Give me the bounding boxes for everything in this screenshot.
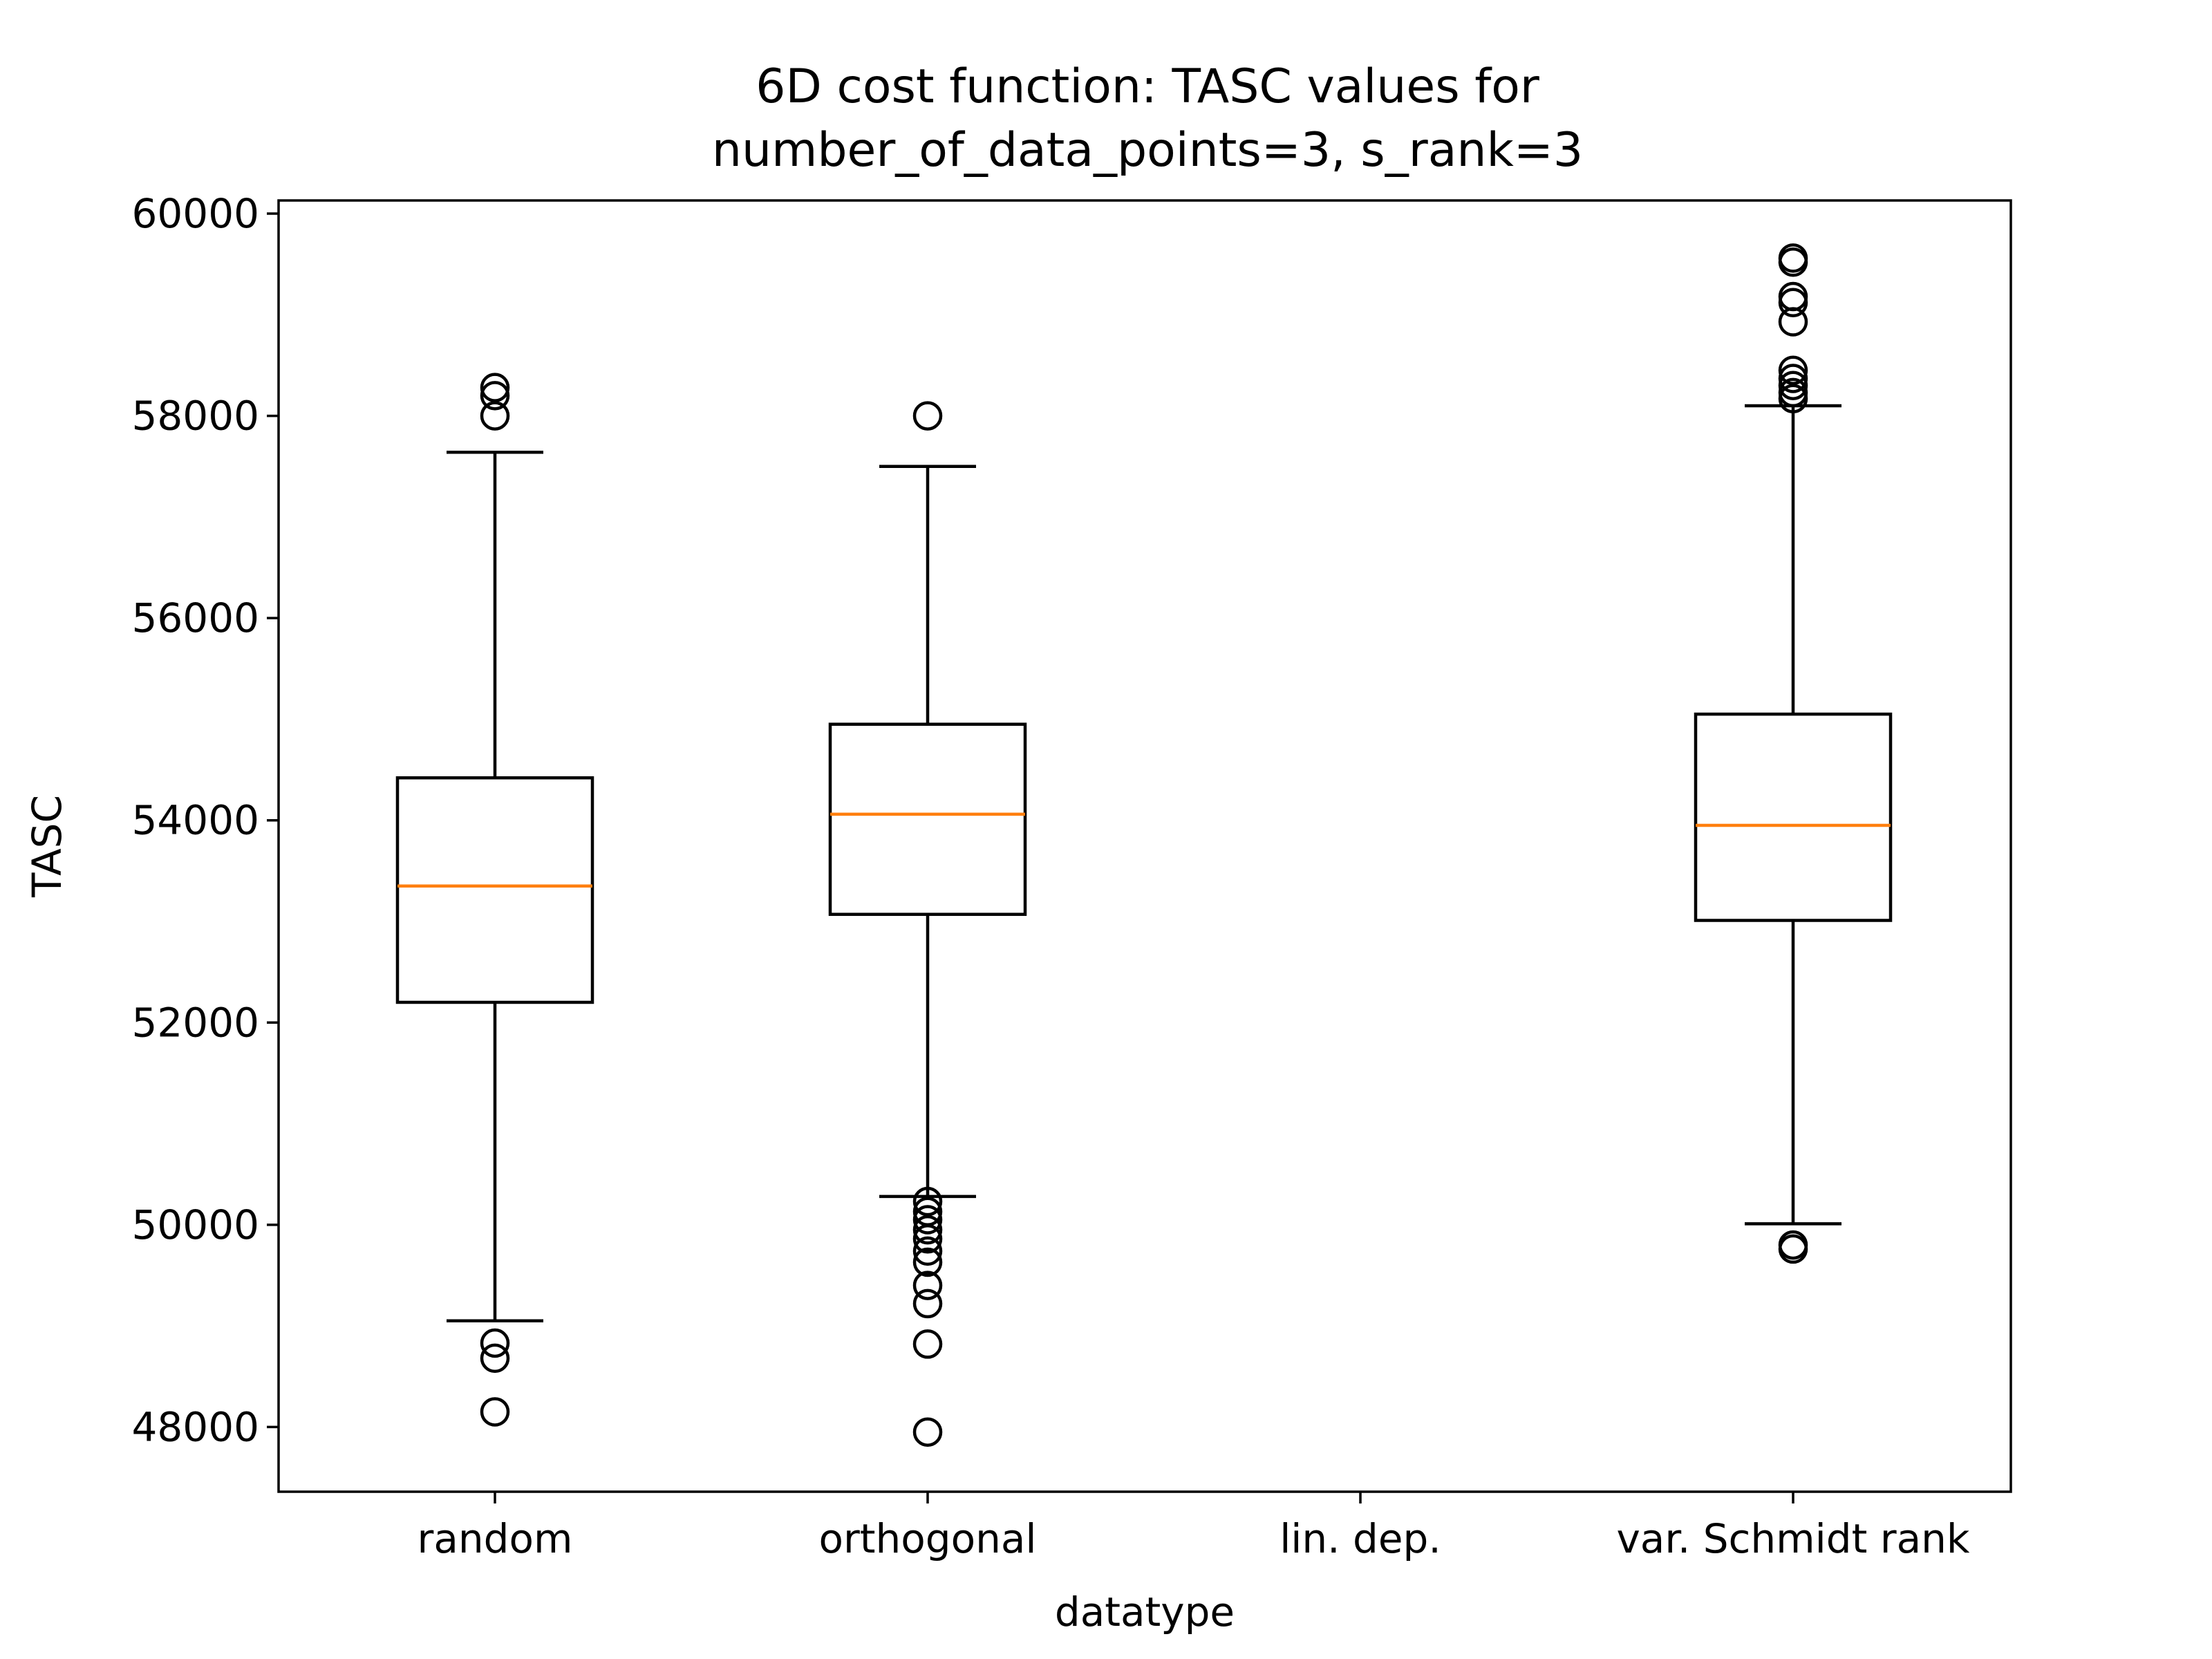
var-schmidt-rank-outlier [1778, 243, 1808, 273]
var-schmidt-rank-outlier [1778, 355, 1808, 386]
plot-area: 48000 50000 52000 54000 56000 58000 60000 rando… [131, 190, 1969, 1562]
x-tick-label: lin. dep. [1280, 1515, 1441, 1562]
y-tick-label: 48000 [131, 1403, 259, 1450]
random-outlier [480, 401, 510, 431]
var-schmidt-rank-box [1694, 712, 1893, 922]
orthogonal-outlier [912, 1236, 943, 1266]
chart-title-line-2: number_of_data_points=3, s_rank=3 [712, 123, 1583, 178]
orthogonal-outlier [912, 401, 943, 431]
y-axis-label: TASC [24, 795, 71, 898]
random-outlier [480, 1328, 510, 1358]
x-tick-label: var. Schmidt rank [1616, 1515, 1969, 1562]
plot-frame [277, 199, 2012, 1493]
random-outlier [480, 1343, 510, 1374]
random-box [395, 776, 594, 1004]
y-tick-label: 56000 [131, 594, 259, 641]
orthogonal-outlier [912, 1215, 943, 1245]
orthogonal-outlier [912, 1417, 943, 1447]
orthogonal-outlier [912, 1288, 943, 1319]
var-schmidt-rank-outlier [1778, 371, 1808, 400]
y-tick-label: 50000 [131, 1201, 259, 1248]
var-schmidt-rank-outlier [1778, 364, 1808, 393]
orthogonal-outlier [912, 1271, 943, 1300]
x-axis-label: datatype [1055, 1588, 1235, 1635]
y-tick-label: 60000 [131, 190, 259, 237]
random-outlier [480, 1397, 510, 1427]
x-tick-label: random [418, 1515, 573, 1562]
orthogonal-outlier [912, 1186, 943, 1217]
orthogonal-outlier [912, 1197, 943, 1227]
chart-title-line-1: 6D cost function: TASC values for [756, 59, 1539, 114]
orthogonal-outlier [912, 1205, 943, 1235]
x-tick-label: orthogonal [818, 1515, 1036, 1562]
orthogonal-box [828, 722, 1027, 916]
var-schmidt-rank-outlier [1778, 377, 1808, 408]
y-tick-label: 52000 [131, 999, 259, 1046]
y-tick-label: 58000 [131, 393, 259, 440]
y-tick-label: 54000 [131, 797, 259, 844]
var-schmidt-rank-outlier [1778, 281, 1808, 312]
var-schmidt-rank-outlier [1778, 1230, 1808, 1260]
random-outlier [480, 373, 510, 402]
orthogonal-outlier [912, 1329, 943, 1359]
random-outlier [480, 381, 510, 411]
orthogonal-outlier [912, 1247, 943, 1277]
